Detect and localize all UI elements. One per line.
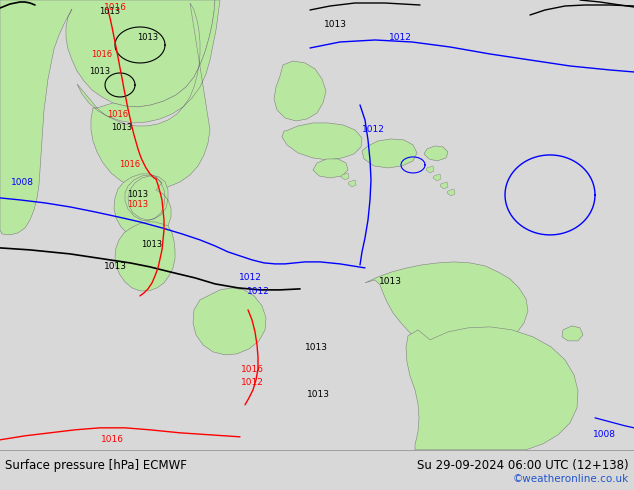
Text: 1008: 1008	[593, 430, 616, 440]
Text: ©weatheronline.co.uk: ©weatheronline.co.uk	[513, 474, 629, 484]
Polygon shape	[426, 166, 434, 173]
Polygon shape	[313, 159, 348, 178]
Text: 1012: 1012	[247, 287, 269, 296]
Text: 1013: 1013	[306, 391, 330, 399]
Text: 1016: 1016	[91, 50, 113, 59]
Text: 1013: 1013	[323, 21, 347, 29]
Text: 1013: 1013	[127, 200, 148, 209]
Polygon shape	[447, 189, 455, 196]
Polygon shape	[341, 173, 349, 180]
Polygon shape	[0, 0, 215, 235]
Text: 1012: 1012	[238, 273, 261, 282]
Polygon shape	[406, 327, 578, 450]
Text: Surface pressure [hPa] ECMWF: Surface pressure [hPa] ECMWF	[5, 459, 187, 472]
Text: 1013: 1013	[127, 191, 148, 199]
Text: 1013: 1013	[304, 343, 328, 352]
Text: 1013: 1013	[138, 33, 158, 43]
Polygon shape	[115, 222, 175, 291]
Text: 1013: 1013	[112, 123, 133, 132]
Text: 1016: 1016	[119, 160, 141, 170]
Polygon shape	[433, 174, 441, 181]
Text: 1013: 1013	[89, 68, 110, 76]
Polygon shape	[562, 326, 583, 341]
Text: 1012: 1012	[240, 378, 264, 388]
Polygon shape	[348, 180, 356, 187]
Text: 1013: 1013	[141, 241, 162, 249]
Text: 1013: 1013	[100, 7, 120, 17]
Polygon shape	[424, 146, 448, 161]
Polygon shape	[440, 182, 448, 189]
Polygon shape	[274, 61, 326, 121]
Polygon shape	[365, 262, 528, 353]
Text: 1013: 1013	[378, 277, 401, 286]
Polygon shape	[362, 139, 417, 168]
Polygon shape	[77, 0, 220, 190]
Polygon shape	[114, 174, 171, 241]
Text: 1016: 1016	[107, 110, 129, 120]
Text: 1016: 1016	[101, 435, 124, 444]
Text: Su 29-09-2024 06:00 UTC (12+138): Su 29-09-2024 06:00 UTC (12+138)	[417, 459, 629, 472]
Text: 1012: 1012	[361, 125, 384, 134]
Polygon shape	[282, 123, 362, 160]
Text: 1013: 1013	[103, 262, 127, 271]
Text: 1012: 1012	[389, 33, 411, 43]
Polygon shape	[193, 288, 266, 355]
Text: 1016: 1016	[103, 3, 127, 13]
Text: 1016: 1016	[240, 366, 264, 374]
Text: 1008: 1008	[11, 178, 34, 188]
